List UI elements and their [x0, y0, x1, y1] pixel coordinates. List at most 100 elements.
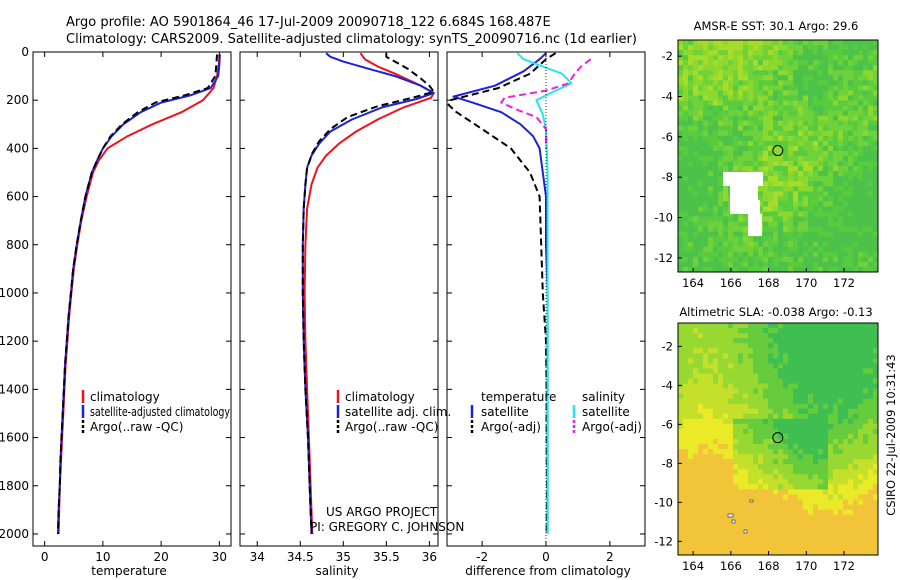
map-cell [843, 130, 849, 137]
map-cell [853, 150, 859, 157]
map-cell [773, 161, 779, 167]
map-cell [783, 140, 789, 147]
map-cell [688, 373, 694, 379]
map-cell [803, 115, 809, 122]
map-cell [713, 358, 719, 364]
map-cell [813, 479, 819, 485]
map-cell [748, 161, 754, 167]
map-cell [773, 504, 779, 511]
map-cell [688, 423, 694, 430]
map-cell [748, 65, 754, 71]
sst-map-title: AMSR-E SST: 30.1 Argo: 29.6 [694, 19, 859, 33]
map-cell [833, 266, 839, 273]
map-cell [678, 55, 684, 61]
map-cell [808, 519, 814, 526]
map-cell [823, 378, 829, 384]
map-cell [808, 479, 814, 485]
map-cell [828, 150, 834, 157]
map-cell [758, 479, 764, 485]
map-cell [818, 403, 824, 410]
map-cell [688, 393, 694, 400]
map-cell [728, 161, 734, 167]
map-cell [678, 181, 684, 187]
map-cell [798, 55, 804, 61]
map-cell [773, 196, 779, 202]
map-cell [818, 256, 824, 263]
map-cell [718, 140, 724, 147]
map-cell [693, 333, 699, 339]
map-cell [783, 75, 789, 81]
map-cell [833, 358, 839, 364]
map-cell [783, 353, 789, 359]
map-cell [748, 328, 754, 334]
map-cell [683, 145, 689, 152]
map-cell [733, 378, 739, 384]
map-cell [708, 428, 714, 435]
map-cell [688, 181, 694, 187]
map-cell [698, 176, 704, 182]
map-cell [773, 529, 779, 536]
map-cell [678, 145, 684, 152]
map-cell [803, 130, 809, 137]
map-cell [678, 469, 684, 475]
map-cell [708, 469, 714, 475]
map-cell [718, 549, 724, 556]
map-cell [748, 241, 754, 248]
map-cell [808, 398, 814, 405]
map-cell [703, 55, 709, 61]
map-cell [733, 60, 739, 66]
map-cell [728, 130, 734, 137]
map-cell [833, 413, 839, 420]
map-cell [833, 150, 839, 157]
map-cell [748, 120, 754, 127]
map-cell [853, 120, 859, 127]
map-cell [828, 241, 834, 248]
map-cell [778, 479, 784, 485]
map-cell [743, 105, 749, 112]
map-cell [818, 479, 824, 485]
map-cell [858, 176, 864, 182]
map-cell [808, 408, 814, 415]
map-cell [838, 196, 844, 202]
map-cell [873, 201, 879, 207]
map-cell [828, 80, 834, 86]
map-cell [848, 338, 854, 344]
map-cell [858, 216, 864, 222]
map-cell [813, 55, 819, 61]
map-cell [773, 95, 779, 101]
map-cell [863, 363, 869, 369]
map-cell [803, 499, 809, 505]
map-cell [693, 373, 699, 379]
map-cell [703, 449, 709, 455]
map-cell [753, 388, 759, 395]
map-cell [838, 398, 844, 405]
map-cell [793, 75, 799, 81]
map-cell [748, 150, 754, 157]
map-cell [693, 75, 699, 81]
map-cell [688, 110, 694, 117]
map-cell [803, 161, 809, 167]
map-cell [853, 231, 859, 238]
map-cell [798, 191, 804, 197]
map-cell [713, 423, 719, 430]
map-cell [763, 549, 769, 556]
map-cell [758, 464, 764, 470]
map-cell [798, 519, 804, 526]
map-cell [693, 196, 699, 202]
map-cell [728, 226, 734, 233]
map-cell [788, 534, 794, 541]
map-cell [708, 216, 714, 222]
map-cell [698, 388, 704, 395]
map-cell [778, 378, 784, 384]
map-cell [813, 256, 819, 263]
map-cell [718, 206, 724, 212]
map-cell [758, 454, 764, 460]
map-cell [818, 509, 824, 516]
map-cell [873, 90, 879, 96]
map-cell [873, 211, 879, 217]
map-cell [743, 459, 749, 465]
map-cell [718, 418, 724, 425]
map-cell [838, 45, 844, 51]
map-cell [708, 221, 714, 228]
map-cell [858, 206, 864, 212]
